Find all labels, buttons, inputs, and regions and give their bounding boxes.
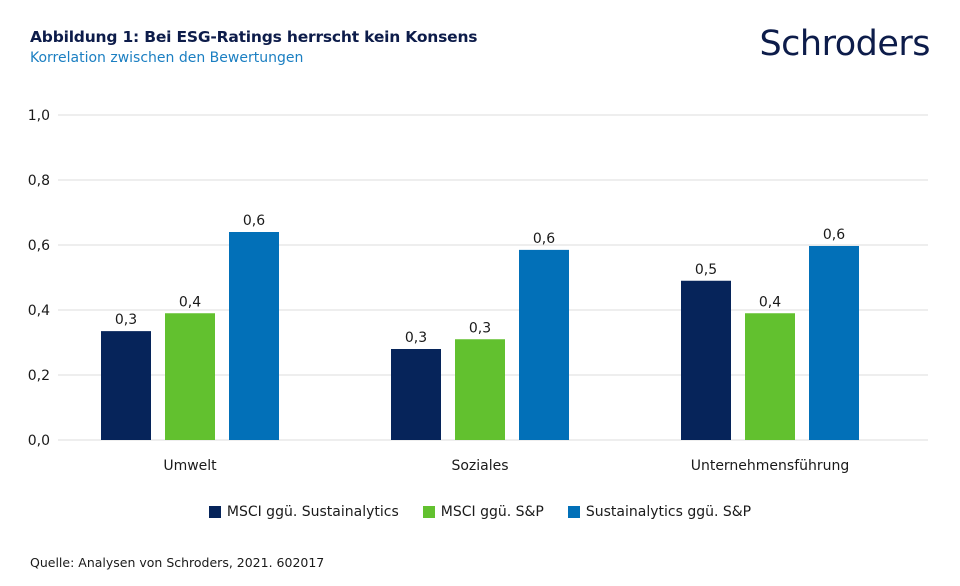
- data-label: 0,3: [469, 320, 491, 336]
- bar: [681, 280, 731, 440]
- bar: [519, 249, 569, 440]
- bar: [455, 339, 505, 440]
- data-label: 0,4: [179, 294, 201, 310]
- legend-swatch: [422, 506, 435, 518]
- bar-chart: 0,0 0,2 0,4 0,6 0,8 1,0 0,3 0,4 0,6 Umwelt 0,3 0,3 0…: [28, 108, 928, 474]
- data-label: 0,6: [533, 231, 555, 247]
- x-category-label: Umwelt: [163, 458, 217, 474]
- legend-label: Sustainalytics ggü. S&P: [585, 504, 752, 520]
- legend-swatch: [208, 506, 221, 518]
- legend-item: MSCI ggü. Sustainalytics: [208, 504, 399, 520]
- y-tick-label: 0,8: [28, 173, 50, 189]
- y-tick-label: 0,0: [28, 433, 50, 449]
- chart-subtitle: Korrelation zwischen den Bewertungen: [30, 50, 304, 66]
- data-label: 0,6: [243, 213, 265, 229]
- bar: [391, 349, 441, 440]
- x-category-label: Soziales: [451, 458, 508, 474]
- legend-label: MSCI ggü. S&P: [440, 504, 544, 520]
- bar: [229, 232, 279, 440]
- chart-legend: MSCI ggü. Sustainalytics MSCI ggü. S&P Sus…: [0, 504, 960, 520]
- data-label: 0,3: [405, 330, 427, 346]
- bar: [745, 313, 795, 440]
- bar: [809, 245, 859, 440]
- y-tick-label: 0,6: [28, 238, 50, 254]
- legend-swatch: [567, 506, 580, 518]
- y-tick-label: 0,2: [28, 368, 50, 384]
- legend-item: MSCI ggü. S&P: [422, 504, 544, 520]
- data-label: 0,5: [695, 262, 717, 278]
- x-category-label: Unternehmensführung: [691, 458, 850, 474]
- bar: [165, 313, 215, 440]
- chart-title: Abbildung 1: Bei ESG-Ratings herrscht ke…: [30, 28, 478, 46]
- y-tick-label: 0,4: [28, 303, 50, 319]
- y-tick-label: 1,0: [28, 108, 50, 124]
- bar: [101, 331, 151, 440]
- legend-label: MSCI ggü. Sustainalytics: [226, 504, 399, 520]
- data-label: 0,4: [759, 294, 781, 310]
- legend-item: Sustainalytics ggü. S&P: [567, 504, 752, 520]
- schroders-logo: Schroders: [759, 24, 930, 64]
- source-note: Quelle: Analysen von Schroders, 2021. 60…: [30, 555, 325, 570]
- data-label: 0,6: [823, 227, 845, 243]
- data-label: 0,3: [115, 312, 137, 328]
